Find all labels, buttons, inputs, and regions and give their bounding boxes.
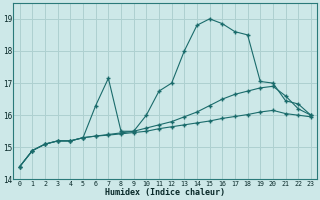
X-axis label: Humidex (Indice chaleur): Humidex (Indice chaleur) [105,188,225,197]
